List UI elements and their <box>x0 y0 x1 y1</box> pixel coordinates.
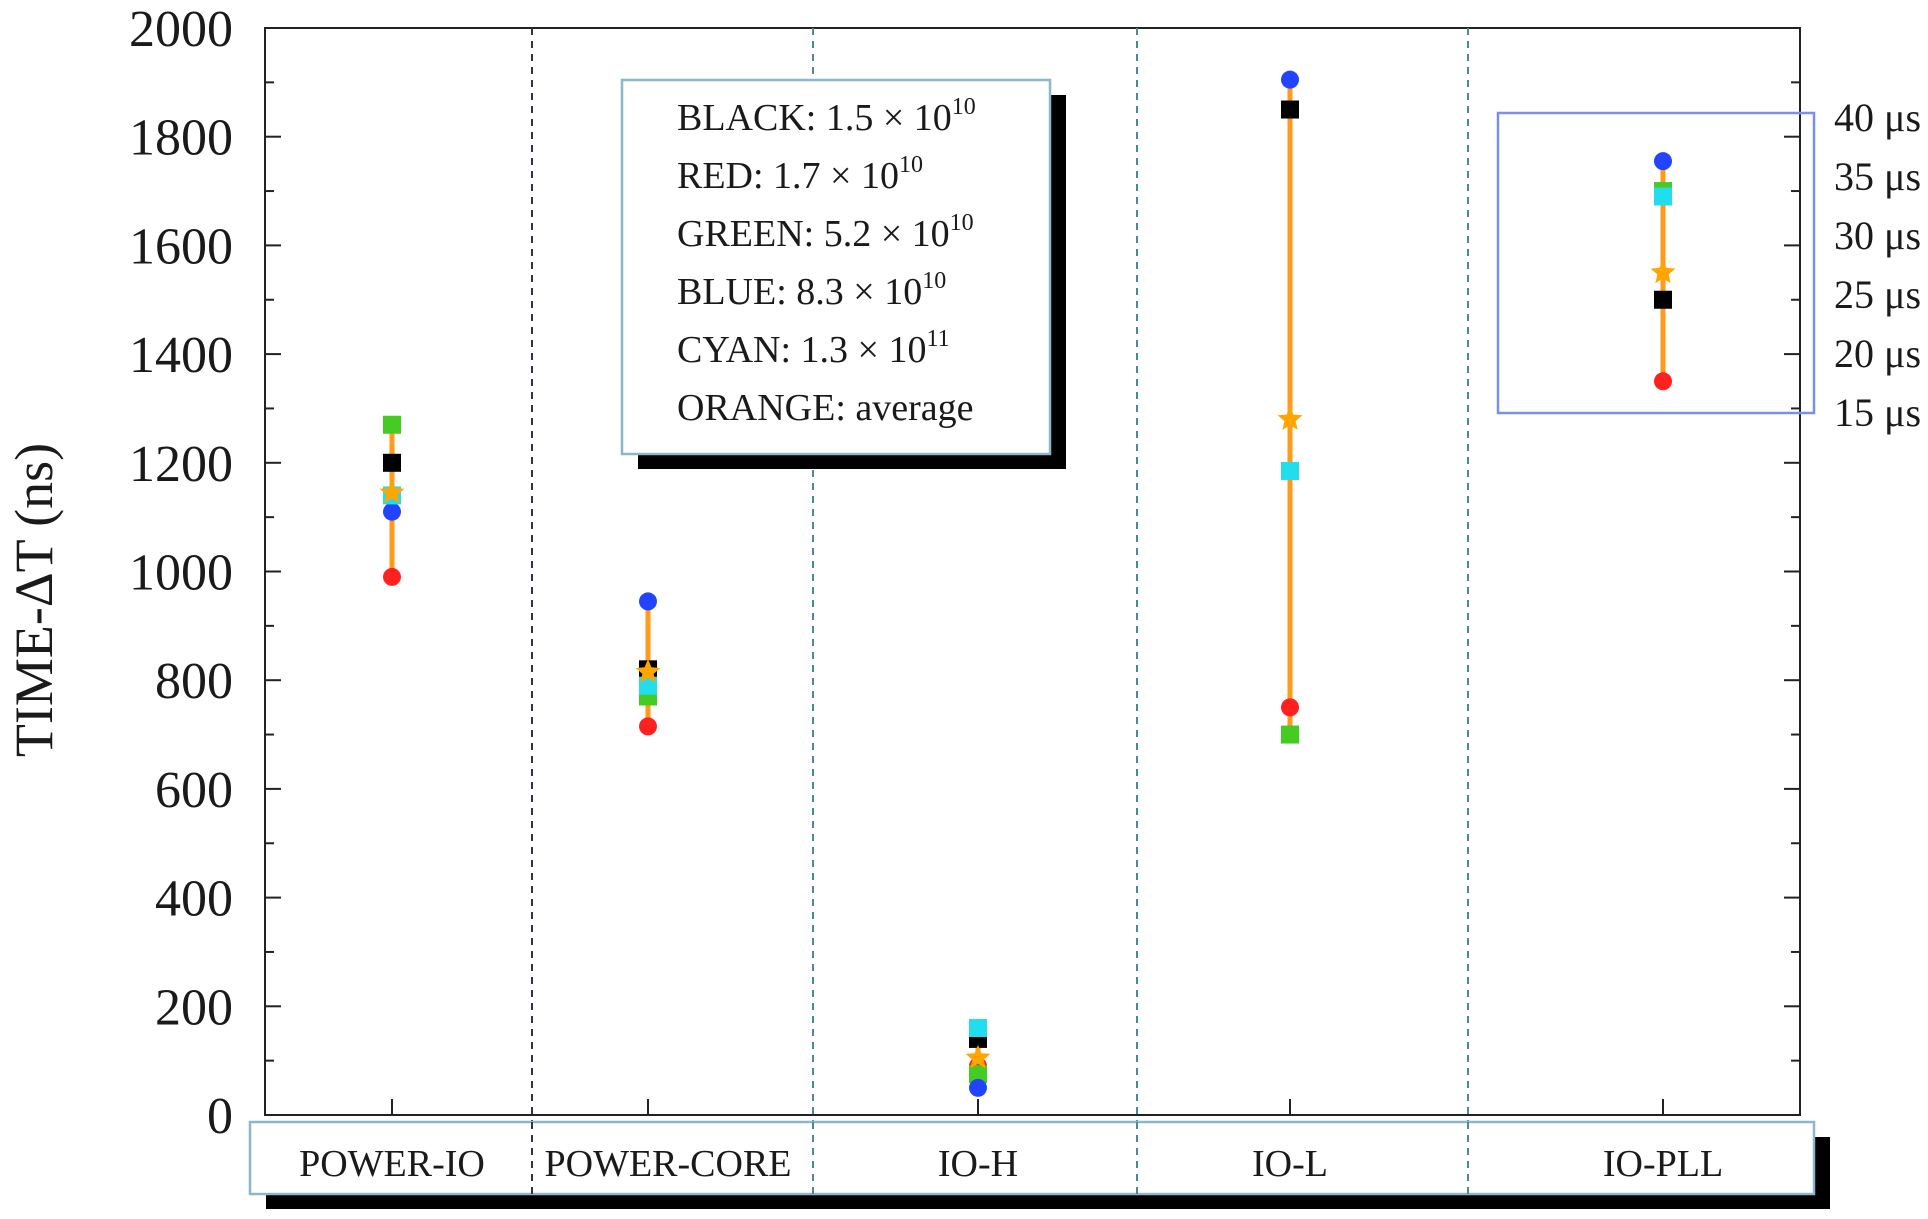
y-tick-label: 600 <box>155 762 233 819</box>
legend-exponent: 10 <box>899 152 923 178</box>
category-label: IO-H <box>938 1143 1018 1185</box>
data-point <box>639 592 657 611</box>
legend-entry: BLUE: 8.3 × 1010 <box>677 268 946 313</box>
category-separators <box>531 28 1469 1200</box>
category-bar-box <box>248 1120 1816 1196</box>
legend-exponent: 10 <box>950 210 974 236</box>
y-tick-label: 200 <box>155 979 233 1036</box>
y-tick-label: 400 <box>155 871 233 928</box>
category-bar: POWER-IO POWER-CORE IO-H IO-L IO-PLL <box>248 1099 1830 1209</box>
category-label: IO-PLL <box>1603 1143 1723 1185</box>
data-point <box>383 502 401 521</box>
data-point <box>1281 100 1299 119</box>
secondary-axis-label: 15 μs <box>1834 390 1921 435</box>
y-tick-label: 1400 <box>129 327 233 384</box>
category-label: POWER-CORE <box>545 1143 792 1185</box>
legend-box <box>620 78 1052 456</box>
y-axis: 0 200 400 600 800 1000 1200 1400 1600 1800 2000 <box>129 1 1800 1145</box>
data-point <box>1281 725 1299 744</box>
legend-entry: CYAN: 1.3 × 1011 <box>677 326 950 371</box>
data-point <box>383 415 401 434</box>
y-tick-label: 1600 <box>129 218 233 275</box>
category-label: IO-L <box>1252 1143 1328 1185</box>
legend-exponent: 10 <box>922 268 946 294</box>
y-tick-label: 800 <box>155 653 233 710</box>
y-tick-label: 2000 <box>129 1 233 58</box>
data-point-average <box>965 1044 991 1069</box>
data-point <box>1654 152 1672 171</box>
y-tick-label: 1000 <box>129 545 233 602</box>
inset-box <box>1496 111 1816 415</box>
secondary-axis-label: 30 μs <box>1834 213 1921 258</box>
secondary-axis-label: 20 μs <box>1834 331 1921 376</box>
data-point <box>1281 461 1299 480</box>
legend-entry: GREEN: 5.2 × 1010 <box>677 210 974 255</box>
legend: BLACK: 1.5 × 1010 RED: 1.7 × 1010 GREEN: 5… <box>620 78 1066 469</box>
secondary-axis: 40 μs 35 μs 30 μs 25 μs 20 μs 15 μs <box>1834 95 1921 435</box>
data-point <box>639 717 657 736</box>
data-point <box>383 567 401 586</box>
secondary-axis-label: 35 μs <box>1834 154 1921 199</box>
y-tick-label: 0 <box>207 1088 233 1145</box>
data-point-average <box>379 479 405 504</box>
y-tick-label: 1200 <box>129 436 233 493</box>
data-point <box>1654 290 1672 309</box>
plot-frame <box>264 27 1801 1116</box>
data-point <box>1654 372 1672 391</box>
category-label: POWER-IO <box>299 1143 485 1185</box>
data-point <box>1654 187 1672 206</box>
data-point <box>969 1065 987 1084</box>
data-point <box>969 1078 987 1097</box>
legend-entry: ORANGE: average <box>677 387 974 429</box>
plot-border <box>264 27 1801 1116</box>
y-axis-label: TIME-ΔT (ns) <box>4 443 64 757</box>
data-point <box>1281 698 1299 717</box>
data-point <box>639 676 657 695</box>
legend-exponent: 11 <box>926 326 949 352</box>
data-point-average <box>1277 406 1303 430</box>
data-points <box>379 70 1676 1097</box>
legend-entry: BLACK: 1.5 × 1010 <box>677 94 976 139</box>
data-point <box>1281 70 1299 89</box>
inset-frame <box>1496 111 1816 415</box>
legend-entry: RED: 1.7 × 1010 <box>677 152 923 197</box>
data-point-average <box>635 659 661 683</box>
legend-exponent: 10 <box>952 94 976 120</box>
data-point <box>969 1019 987 1038</box>
data-point <box>383 453 401 472</box>
data-point-average <box>1650 259 1676 284</box>
secondary-axis-label: 25 μs <box>1834 272 1921 317</box>
secondary-axis-label: 40 μs <box>1834 95 1921 140</box>
y-tick-label: 1800 <box>129 110 233 167</box>
